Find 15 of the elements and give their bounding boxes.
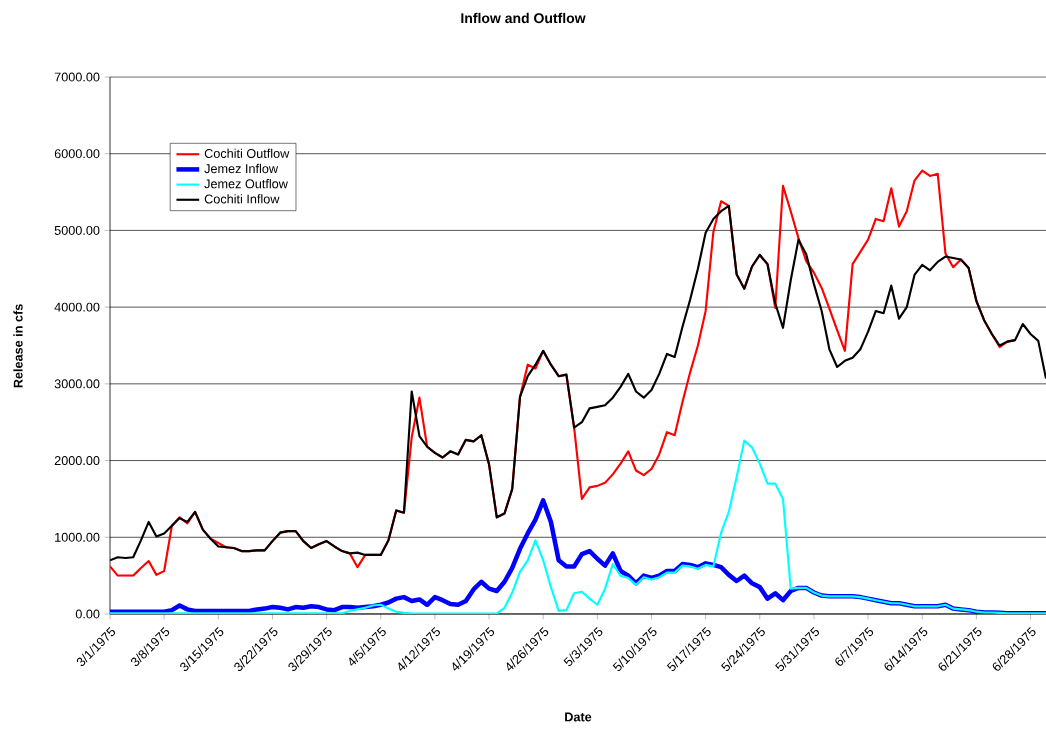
chart-title: Inflow and Outflow — [461, 12, 586, 24]
x-axis-title: Date — [565, 712, 592, 722]
y-tick-label: 4000.00 — [54, 302, 100, 312]
y-axis-title: Release in cfs — [13, 304, 23, 388]
legend-label: Jemez Outflow — [204, 179, 288, 189]
y-tick-label: 6000.00 — [54, 149, 100, 159]
legend-label: Cochiti Inflow — [204, 194, 280, 204]
legend-label: Cochiti Outflow — [204, 148, 290, 158]
y-tick-label: 1000.00 — [55, 532, 100, 542]
y-tick-label: 5000.00 — [54, 225, 100, 235]
y-tick-label: 2000.00 — [54, 456, 100, 466]
legend-label: Jemez Inflow — [204, 163, 279, 174]
y-tick-label: 3000.00 — [54, 379, 100, 389]
y-tick-label: 7000.00 — [54, 72, 100, 82]
y-tick-label: 0.00 — [75, 609, 100, 619]
